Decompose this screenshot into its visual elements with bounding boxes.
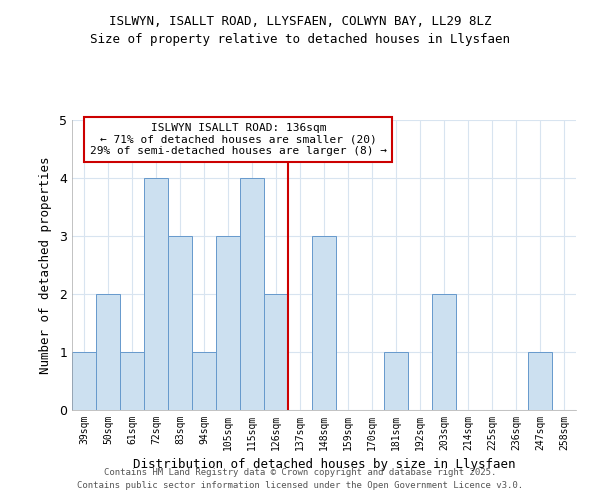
Bar: [96, 294, 120, 410]
Bar: [312, 236, 336, 410]
Bar: [192, 352, 216, 410]
Text: Contains HM Land Registry data © Crown copyright and database right 2025.: Contains HM Land Registry data © Crown c…: [104, 468, 496, 477]
Y-axis label: Number of detached properties: Number of detached properties: [39, 156, 52, 374]
X-axis label: Distribution of detached houses by size in Llysfaen: Distribution of detached houses by size …: [133, 458, 515, 471]
Bar: [144, 178, 168, 410]
Bar: [240, 178, 264, 410]
Bar: [72, 352, 96, 410]
Bar: [432, 294, 456, 410]
Bar: [216, 236, 240, 410]
Bar: [120, 352, 144, 410]
Text: Size of property relative to detached houses in Llysfaen: Size of property relative to detached ho…: [90, 32, 510, 46]
Text: ISLWYN, ISALLT ROAD, LLYSFAEN, COLWYN BAY, LL29 8LZ: ISLWYN, ISALLT ROAD, LLYSFAEN, COLWYN BA…: [109, 15, 491, 28]
Bar: [384, 352, 408, 410]
Bar: [264, 294, 288, 410]
Bar: [528, 352, 552, 410]
Text: Contains public sector information licensed under the Open Government Licence v3: Contains public sector information licen…: [77, 482, 523, 490]
Bar: [168, 236, 192, 410]
Text: ISLWYN ISALLT ROAD: 136sqm
← 71% of detached houses are smaller (20)
29% of semi: ISLWYN ISALLT ROAD: 136sqm ← 71% of deta…: [90, 123, 387, 156]
